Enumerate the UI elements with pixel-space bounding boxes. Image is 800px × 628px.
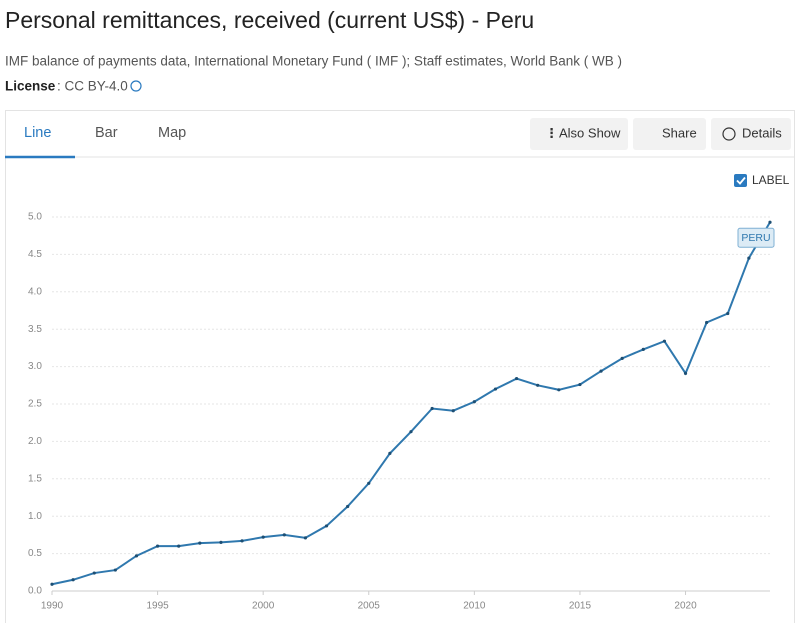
- data-point: [641, 347, 645, 351]
- x-tick-label: 1990: [41, 601, 64, 612]
- data-point: [261, 535, 265, 539]
- panel: [5, 110, 795, 628]
- x-tick-label: 2000: [252, 601, 275, 612]
- tab[interactable]: Map: [158, 125, 186, 141]
- data-point: [683, 371, 688, 375]
- data-point: [493, 387, 498, 391]
- y-tick-label: 0.0: [28, 586, 42, 597]
- series-label: PERU: [741, 232, 770, 244]
- y-tick-label: 3.0: [28, 361, 42, 372]
- button-label: Details: [742, 125, 782, 140]
- x-tick-label: 2005: [358, 601, 381, 612]
- y-tick-label: 2.5: [28, 399, 42, 410]
- data-point: [346, 504, 350, 509]
- data-point: [451, 409, 455, 413]
- data-point: [768, 220, 772, 224]
- data-point: [219, 540, 223, 544]
- data-point: [409, 430, 413, 434]
- y-tick-label: 3.5: [28, 324, 42, 335]
- data-point: [50, 582, 54, 586]
- data-point: [198, 541, 202, 545]
- page-title: Personal remittances, received (current …: [5, 7, 534, 33]
- series-label-box: [737, 227, 775, 248]
- icon: ⋮: [545, 125, 558, 140]
- data-point: [726, 311, 730, 316]
- data-point: [240, 539, 244, 543]
- y-tick-label: 1.0: [28, 511, 42, 522]
- x-tick-label: 2020: [674, 601, 697, 612]
- data-point: [578, 382, 582, 387]
- y-tick-label: 1.5: [28, 473, 42, 484]
- license-label: License: [5, 79, 56, 94]
- data-point: [155, 544, 160, 548]
- button[interactable]: [530, 118, 628, 150]
- data-point: [303, 536, 308, 540]
- license-value[interactable]: : CC BY-4.0: [57, 79, 128, 94]
- y-tick-label: 5.0: [28, 212, 42, 223]
- data-point: [662, 339, 667, 343]
- icon: [722, 127, 736, 141]
- data-point: [134, 554, 139, 558]
- data-point: [113, 568, 117, 572]
- button[interactable]: [711, 118, 791, 150]
- data-point: [324, 524, 329, 528]
- data-line: [51, 221, 771, 586]
- data-point: [747, 256, 751, 260]
- button[interactable]: [633, 118, 706, 150]
- checkbox[interactable]: [734, 174, 747, 187]
- data-point: [177, 544, 181, 548]
- y-tick-label: 2.0: [28, 436, 42, 447]
- data-point: [599, 369, 603, 373]
- data-point: [705, 320, 709, 325]
- source: IMF balance of payments data, Internatio…: [5, 54, 622, 69]
- data-point: [472, 400, 476, 404]
- x-tick-label: 2015: [569, 601, 592, 612]
- data-point: [71, 578, 75, 582]
- y-tick-label: 4.5: [28, 249, 42, 260]
- data-point: [367, 481, 371, 485]
- button-label: Also Show: [559, 125, 621, 140]
- info-icon[interactable]: [130, 80, 142, 92]
- data-point: [620, 356, 624, 360]
- data-point: [430, 406, 434, 411]
- data-point: [557, 388, 561, 392]
- button-label: Share: [662, 125, 697, 140]
- data-point: [282, 533, 286, 537]
- checkmark: [736, 176, 746, 185]
- x-tick-label: 1995: [146, 601, 169, 612]
- data-point: [92, 571, 96, 575]
- tab[interactable]: Line: [24, 125, 51, 141]
- y-tick-label: 4.0: [28, 286, 42, 297]
- x-tick-label: 2010: [463, 601, 486, 612]
- y-tick-label: 0.5: [28, 548, 42, 559]
- checkbox-label: LABEL: [752, 173, 790, 187]
- data-point: [514, 376, 519, 381]
- tab[interactable]: Bar: [95, 125, 118, 141]
- data-point: [536, 383, 540, 387]
- data-point: [388, 451, 392, 455]
